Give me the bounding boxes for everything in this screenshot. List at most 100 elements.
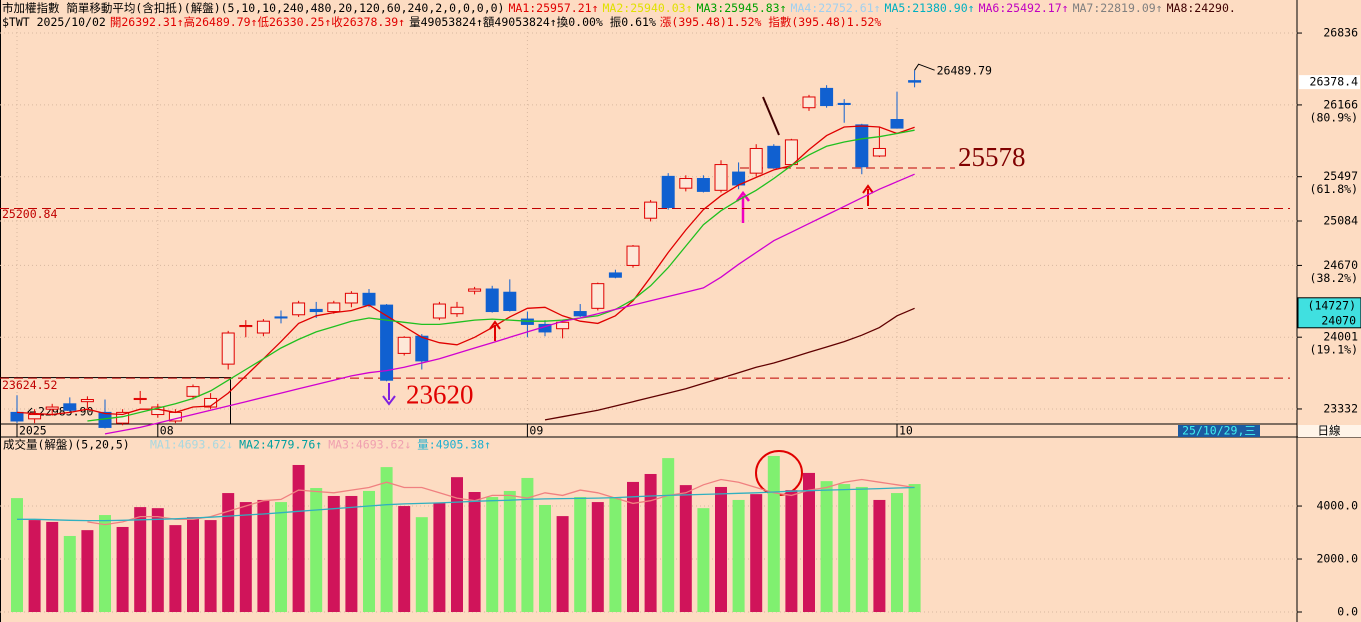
ma-line xyxy=(104,173,915,435)
candle-body xyxy=(714,164,728,191)
y-tick-label: 24001 xyxy=(1323,330,1358,344)
volume-bar xyxy=(345,495,358,612)
y-tick-label: 2000.0 xyxy=(1316,552,1358,566)
volume-bar xyxy=(662,458,675,612)
candle-body xyxy=(591,283,605,309)
header-item: MA7:22819.09↑ xyxy=(1072,1,1163,15)
header-item: 市加權指數 簡單移動平均(含扣抵)(解盤)(5,10,10,240,480,20… xyxy=(2,1,505,15)
last-price-label: 26378.4 xyxy=(1310,75,1359,89)
volume-bar xyxy=(380,467,393,612)
candle-body xyxy=(45,406,59,410)
volume-bar xyxy=(750,494,763,612)
candle-body xyxy=(696,178,710,192)
level-label: 25578 xyxy=(958,142,1026,172)
volume-bar xyxy=(556,516,569,612)
period-text: 日線 xyxy=(1318,424,1341,438)
volume-bar xyxy=(292,464,305,612)
candle-body xyxy=(890,119,904,129)
volume-bar xyxy=(679,485,692,612)
volume-bar xyxy=(363,490,375,612)
volume-bar xyxy=(433,503,446,612)
candle-body xyxy=(309,308,323,313)
candle-body xyxy=(204,397,218,408)
x-tick-label: 2025 xyxy=(19,424,47,438)
header-row: 市加權指數 簡單移動平均(含扣抵)(解盤)(5,10,10,240,480,20… xyxy=(2,1,1296,15)
y-tick-label: 25084 xyxy=(1323,214,1358,228)
candle-body xyxy=(468,288,482,292)
volume-bar xyxy=(28,520,41,612)
ma-line xyxy=(16,125,915,416)
high-marker-label: 26489.79 xyxy=(937,64,992,78)
y-tick-label: 23332 xyxy=(1323,401,1358,415)
arrow-head xyxy=(489,320,501,330)
candle-body xyxy=(415,335,429,362)
volume-bar xyxy=(873,499,886,612)
volume-bar xyxy=(644,473,657,612)
header-item: MA5:21380.90↑ xyxy=(884,1,975,15)
y-tick-label: 25497 xyxy=(1323,169,1358,183)
candle-body xyxy=(626,245,640,266)
candle-body xyxy=(327,302,341,313)
header-item: 量49053824↑額49053824↑換0.00% 振0.61% xyxy=(409,15,656,29)
cursor-offset: (14727) xyxy=(1308,298,1356,312)
range-box-high: 23624.52 xyxy=(2,378,57,392)
candle-body xyxy=(274,316,288,319)
level-label: 23620 xyxy=(406,379,474,409)
volume-bar xyxy=(239,502,252,612)
annotations xyxy=(382,96,874,496)
date-box-text: 25/10/29,三 xyxy=(1182,424,1256,438)
volume-bar xyxy=(715,486,727,612)
volume-bar xyxy=(310,488,323,612)
volume-bar xyxy=(486,497,499,612)
volume-bar xyxy=(855,486,868,612)
volume-ma-line xyxy=(87,478,915,526)
last-price-box xyxy=(1299,75,1360,90)
high-marker xyxy=(914,63,935,71)
header-item: MA1:25957.21↑ xyxy=(508,1,599,15)
arrow-head xyxy=(382,395,396,406)
volume-bar xyxy=(591,502,604,612)
volume-bar xyxy=(169,525,182,612)
x-tick-label: 09 xyxy=(529,424,543,438)
candle-body xyxy=(239,324,253,328)
candle-body xyxy=(802,96,816,109)
arrow-head xyxy=(736,190,750,202)
candle-body xyxy=(749,147,763,174)
level-label: 25200.84 xyxy=(2,207,57,221)
candle-body xyxy=(432,303,446,319)
volume-bar xyxy=(908,484,921,612)
fib-label: (19.1%) xyxy=(1310,343,1358,357)
volume-bar xyxy=(697,508,710,612)
volume-bar xyxy=(187,517,199,612)
candle-body xyxy=(573,311,587,317)
volume-bar xyxy=(785,490,798,612)
candle-body xyxy=(820,87,834,107)
header-item: 漲(395.48)1.52% 指數(395.48)1.52% xyxy=(659,15,882,29)
ma-line xyxy=(87,129,915,422)
candle-body xyxy=(679,178,693,189)
candle-body xyxy=(608,272,622,278)
candle-body xyxy=(661,175,675,208)
fib-label: (61.8%) xyxy=(1310,182,1358,196)
header-row: $TWT 2025/10/02 開26392.31↑高26489.79↑低2633… xyxy=(2,15,1296,29)
volume-bar xyxy=(81,530,94,612)
volume-bar xyxy=(767,455,780,612)
volume-bar xyxy=(574,497,587,612)
header-item: MA3:25945.83↑ xyxy=(696,1,787,15)
candle-body xyxy=(292,302,306,316)
volume-bar xyxy=(99,515,111,612)
volume-bar xyxy=(503,490,516,612)
ma-line xyxy=(544,307,915,421)
candle-body xyxy=(186,386,200,397)
fib-label: (38.2%) xyxy=(1310,271,1358,285)
volume-bar xyxy=(204,520,217,612)
volume-bar xyxy=(151,508,164,612)
volume-bar xyxy=(63,535,76,612)
volume-bar xyxy=(222,493,235,612)
volume-bar xyxy=(257,499,270,612)
volume-title: 成交量(解盤)(5,20,5) xyxy=(3,438,130,452)
volume-bar xyxy=(820,481,833,612)
volume-legend: 量:4905.38↑ xyxy=(417,438,491,452)
x-tick-label: 08 xyxy=(160,424,174,438)
